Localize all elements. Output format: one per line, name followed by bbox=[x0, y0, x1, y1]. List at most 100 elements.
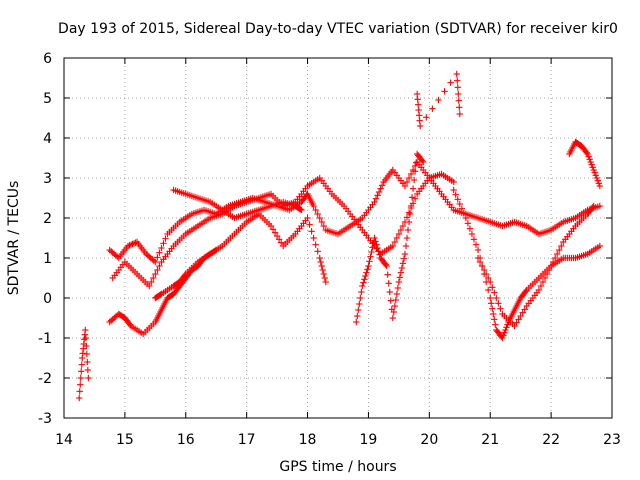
data-point-arc-i bbox=[515, 316, 522, 323]
data-point-arc-g bbox=[393, 290, 401, 298]
data-point-arc-b bbox=[310, 202, 317, 210]
data-point-arc-e bbox=[318, 262, 325, 270]
data-point-arc-h bbox=[452, 191, 459, 198]
data-point-arc-i bbox=[497, 305, 504, 312]
data-point-arc-g bbox=[373, 241, 380, 248]
data-point-arc-e bbox=[320, 270, 327, 278]
data-point-arc-g bbox=[390, 308, 398, 316]
data-point-arc-i bbox=[480, 266, 488, 274]
data-point-arc-a bbox=[84, 366, 92, 374]
data-point-arc-h bbox=[460, 210, 468, 217]
data-point-arc-b bbox=[320, 222, 327, 230]
y-tick-label: 6 bbox=[43, 51, 52, 67]
data-point-arc-i bbox=[545, 266, 553, 274]
y-tick-label: 3 bbox=[43, 171, 52, 187]
data-point-arc-g bbox=[357, 294, 364, 302]
data-point-arc-g bbox=[356, 300, 363, 308]
data-point-arc-g bbox=[365, 262, 372, 270]
data-point-arc-k bbox=[455, 90, 462, 98]
data-point-arc-i bbox=[476, 258, 484, 266]
y-tick-label: 2 bbox=[43, 211, 52, 227]
x-tick-label: 16 bbox=[177, 432, 195, 448]
data-point-arc-g bbox=[359, 282, 366, 290]
data-point-arc-c bbox=[146, 282, 153, 290]
data-point-arc-g bbox=[411, 168, 419, 175]
data-point-arc-c bbox=[403, 214, 411, 221]
data-point-arc-k bbox=[441, 88, 448, 95]
data-point-arc-e bbox=[181, 272, 188, 279]
data-point-arc-b bbox=[401, 182, 409, 190]
x-tick-labels: 14 15 16 17 18 19 20 21 22 23 bbox=[55, 432, 621, 448]
data-point-arc-e bbox=[271, 229, 279, 236]
y-tick-label: 0 bbox=[43, 291, 52, 307]
plot-frame bbox=[63, 57, 613, 419]
data-point-arc-g bbox=[355, 306, 362, 314]
data-point-arc-g bbox=[399, 260, 407, 267]
data-point-arc-i bbox=[535, 286, 543, 294]
data-point-arc-c bbox=[450, 178, 457, 186]
data-point-arc-g bbox=[369, 244, 376, 251]
data-point-arc-h bbox=[468, 230, 476, 238]
data-point-arc-h bbox=[454, 196, 461, 203]
data-point-arc-g bbox=[389, 314, 396, 322]
data-point-arc-j bbox=[596, 182, 604, 190]
axis-ticks bbox=[63, 57, 613, 419]
data-point-arc-b bbox=[378, 182, 386, 189]
data-point-arc-h bbox=[458, 205, 466, 212]
data-point-arc-c bbox=[391, 238, 399, 246]
data-point-arc-f bbox=[298, 206, 305, 214]
data-point-arc-k bbox=[456, 110, 463, 118]
data-point-arc-a bbox=[82, 334, 90, 342]
x-tick-label: 22 bbox=[542, 432, 560, 448]
data-point-arc-g bbox=[402, 242, 410, 250]
x-tick-label: 17 bbox=[238, 432, 256, 448]
grid bbox=[64, 58, 612, 418]
data-point-arc-i bbox=[554, 250, 561, 258]
data-point-arc-g bbox=[375, 248, 382, 255]
data-point-arc-c bbox=[156, 262, 163, 270]
data-point-arc-i bbox=[539, 278, 547, 286]
data-point-arc-g bbox=[360, 279, 367, 286]
data-point-arc-b bbox=[158, 244, 165, 252]
data-point-arc-b bbox=[374, 192, 381, 199]
data-point-arc-h bbox=[488, 300, 495, 307]
data-point-arc-i bbox=[495, 300, 502, 307]
data-point-arc-g bbox=[387, 297, 394, 304]
data-point-arc-g bbox=[410, 176, 418, 184]
chart-title: Day 193 of 2015, Sidereal Day-to-day VTE… bbox=[58, 21, 618, 37]
data-point-arc-e bbox=[304, 214, 311, 222]
x-tick-label: 19 bbox=[360, 432, 378, 448]
data-point-arc-c bbox=[148, 278, 155, 286]
data-point-arc-g bbox=[406, 210, 414, 218]
data-point-arc-a bbox=[76, 388, 83, 395]
data-point-arc-k bbox=[455, 97, 462, 104]
data-point-arc-c bbox=[154, 266, 161, 274]
data-point-arc-i bbox=[590, 202, 597, 210]
data-point-arc-c bbox=[152, 270, 159, 278]
data-point-arc-g bbox=[358, 288, 365, 296]
data-point-arc-i bbox=[521, 306, 528, 313]
data-point-arc-g bbox=[395, 278, 403, 286]
data-point-arc-e bbox=[273, 232, 281, 240]
y-tick-label: 4 bbox=[43, 131, 52, 147]
data-point-arc-b bbox=[162, 235, 169, 242]
data-point-arc-h bbox=[487, 294, 494, 302]
data-point-arc-b bbox=[318, 218, 325, 226]
data-point-arc-i bbox=[547, 262, 555, 270]
data-point-arc-c bbox=[397, 226, 405, 234]
data-point-arc-g bbox=[408, 194, 416, 201]
data-point-arc-i bbox=[517, 312, 524, 320]
data-point-arc-b bbox=[152, 258, 159, 266]
data-point-arc-k bbox=[435, 96, 442, 104]
data-point-arc-b bbox=[114, 253, 121, 260]
data-point-arc-b bbox=[407, 170, 415, 178]
data-point-arc-h bbox=[470, 236, 478, 243]
data-point-arc-a bbox=[84, 358, 91, 366]
y-tick-label: 1 bbox=[43, 251, 52, 267]
data-point-arc-b bbox=[132, 239, 139, 246]
data-point-arc-g bbox=[401, 250, 409, 258]
x-tick-label: 21 bbox=[481, 432, 499, 448]
data-point-arc-i bbox=[489, 284, 496, 291]
data-point-arc-i bbox=[484, 274, 492, 282]
data-point-arc-b bbox=[314, 210, 321, 218]
